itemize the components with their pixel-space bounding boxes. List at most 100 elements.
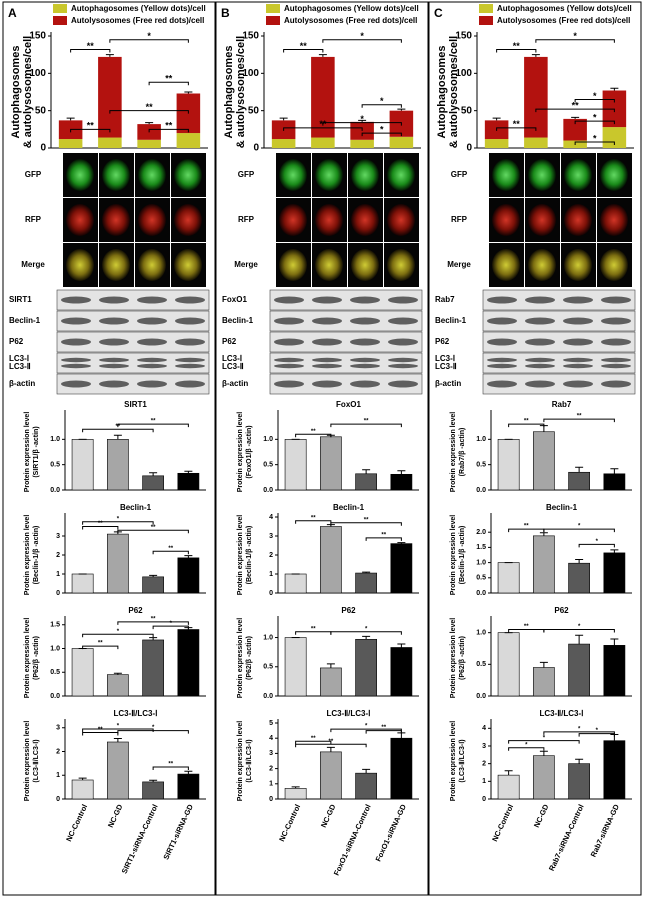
cell-image	[492, 249, 520, 281]
y-tick-label: 150	[29, 31, 46, 42]
significance-bracket	[82, 732, 119, 736]
bar	[177, 773, 200, 800]
blot-label: P62	[435, 337, 450, 346]
significance-label: *	[596, 728, 599, 734]
significance-label: *	[117, 724, 120, 730]
bar-segment	[271, 139, 296, 148]
error-bar	[184, 555, 193, 558]
y-tick-label: 0.0	[476, 693, 486, 700]
y-axis-label: Protein expression level	[237, 515, 244, 596]
blot-strip	[269, 289, 423, 311]
blot-label: β-actin	[435, 379, 461, 388]
blot-band	[350, 317, 380, 325]
blot-strip	[56, 331, 210, 353]
blot-band	[274, 296, 304, 304]
blot-band	[563, 380, 593, 388]
cell-image	[279, 204, 307, 236]
bar	[568, 471, 590, 491]
bar	[284, 439, 307, 491]
error-bar	[397, 643, 406, 648]
y-tick-label: 2	[56, 552, 60, 559]
bar	[319, 436, 342, 491]
significance-label: *	[573, 31, 577, 41]
significance-bracket	[496, 127, 537, 131]
chart-title: P62	[128, 606, 143, 615]
bar-segment	[524, 56, 548, 138]
bar-segment	[176, 133, 201, 148]
blot-label: P62	[222, 337, 237, 346]
significance-label: *	[578, 726, 581, 732]
error-bar	[610, 87, 619, 91]
error-bar	[318, 54, 327, 57]
significance-bracket	[535, 39, 615, 43]
bar	[177, 472, 200, 491]
significance-label: *	[117, 629, 120, 635]
significance-bracket	[365, 537, 402, 541]
legend-label: Autolysosomes (Free red dots)/cell	[284, 16, 417, 25]
blot-band	[99, 363, 129, 369]
bar	[603, 645, 626, 697]
legend-label: Autophagosomes (Yellow dots)/cell	[497, 4, 632, 13]
bar	[497, 632, 520, 697]
y-tick-label: 0.5	[263, 664, 273, 671]
blot-band	[312, 296, 342, 304]
blot-band	[99, 338, 129, 346]
significance-bracket	[109, 39, 189, 43]
significance-bracket	[152, 766, 189, 770]
blot-band	[388, 380, 418, 388]
blot-band	[274, 357, 304, 363]
y-axis-label: Protein expression level	[24, 721, 31, 802]
x-tick-label: FoxO1-siRNA-Control	[332, 803, 373, 877]
error-bar	[326, 663, 335, 668]
y-axis-label: Protein expression level	[450, 618, 457, 699]
significance-label: **	[311, 515, 316, 521]
blot-band	[274, 317, 304, 325]
blot-label: SIRT1	[9, 295, 32, 304]
bar	[107, 741, 129, 800]
error-bar	[105, 54, 114, 57]
y-axis-label: (Beclin-1/β -actin)	[459, 526, 466, 585]
y-tick-label: 4	[269, 514, 273, 521]
significance-label: **	[151, 419, 156, 425]
error-bar	[539, 532, 548, 536]
significance-label: **	[513, 119, 521, 129]
significance-bracket	[322, 122, 402, 126]
blot-strip	[269, 310, 423, 332]
y-axis-label: Protein expression level	[237, 412, 244, 493]
y-axis-label: Autophagosomes	[10, 46, 22, 139]
error-bar	[78, 777, 87, 780]
legend-swatch	[479, 4, 493, 13]
legend-swatch	[266, 16, 280, 25]
error-bar	[362, 635, 371, 640]
y-tick-label: 50	[35, 105, 47, 116]
error-bar	[113, 434, 122, 440]
significance-label: *	[365, 724, 368, 730]
error-bar	[362, 768, 371, 774]
blot-band	[525, 296, 555, 304]
blot-band	[175, 357, 205, 363]
blot-band	[137, 317, 167, 325]
blot-band	[99, 296, 129, 304]
significance-bracket	[82, 645, 119, 650]
bar	[532, 755, 555, 800]
bar	[568, 562, 590, 594]
significance-label: **	[300, 41, 308, 51]
chart-title: FoxO1	[336, 400, 361, 409]
blot-band	[487, 357, 517, 363]
y-axis-label: (Beclin-1/β -actin)	[246, 526, 253, 585]
significance-label: *	[365, 626, 368, 632]
significance-label: *	[578, 524, 581, 530]
x-tick-label: SIRT1-siRNA-Control	[120, 803, 160, 875]
y-tick-label: 0	[269, 590, 273, 597]
cell-image	[138, 249, 166, 281]
blot-band	[312, 338, 342, 346]
error-bar	[291, 786, 300, 789]
cell-image	[564, 249, 592, 281]
blot-band	[388, 338, 418, 346]
error-bar	[575, 466, 584, 473]
bar-segment	[389, 136, 414, 148]
blot-label: Rab7	[435, 295, 455, 304]
significance-label: **	[146, 102, 154, 112]
blot-strip	[482, 352, 636, 374]
y-tick-label: 1	[269, 571, 273, 578]
